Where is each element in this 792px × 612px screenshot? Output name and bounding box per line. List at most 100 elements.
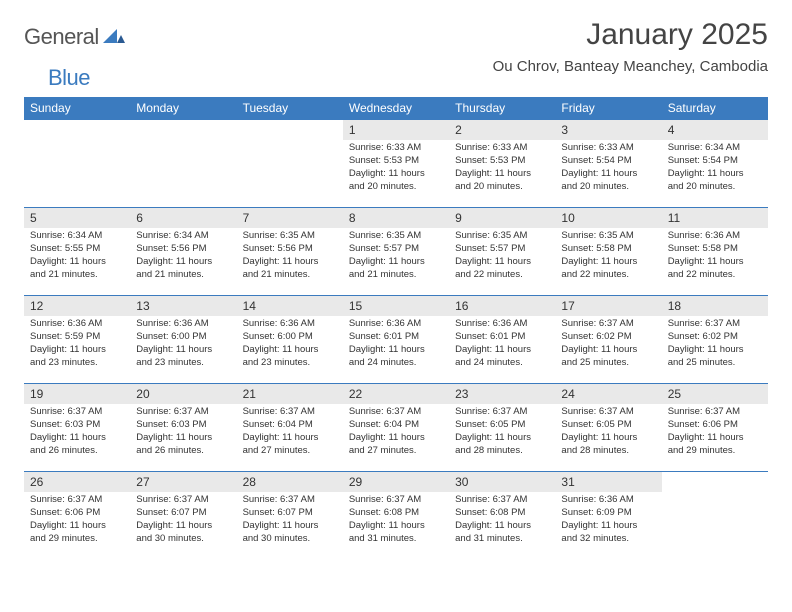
day-content: Sunrise: 6:37 AMSunset: 6:03 PMDaylight:…: [24, 404, 130, 461]
title-block: January 2025 Ou Chrov, Banteay Meanchey,…: [493, 18, 768, 75]
calendar-day-cell: 30Sunrise: 6:37 AMSunset: 6:08 PMDayligh…: [449, 472, 555, 560]
day-content: Sunrise: 6:37 AMSunset: 6:04 PMDaylight:…: [237, 404, 343, 461]
day-number: 18: [662, 296, 768, 316]
day-content: Sunrise: 6:33 AMSunset: 5:53 PMDaylight:…: [449, 140, 555, 197]
day-content: Sunrise: 6:37 AMSunset: 6:06 PMDaylight:…: [24, 492, 130, 549]
day-content: Sunrise: 6:37 AMSunset: 6:04 PMDaylight:…: [343, 404, 449, 461]
calendar-day-cell: 18Sunrise: 6:37 AMSunset: 6:02 PMDayligh…: [662, 296, 768, 384]
logo: General: [24, 18, 127, 50]
calendar-day-cell: 6Sunrise: 6:34 AMSunset: 5:56 PMDaylight…: [130, 208, 236, 296]
day-content: Sunrise: 6:37 AMSunset: 6:03 PMDaylight:…: [130, 404, 236, 461]
day-number: 3: [555, 120, 661, 140]
logo-text-blue: Blue: [48, 65, 90, 91]
day-number: 6: [130, 208, 236, 228]
calendar-day-cell: 13Sunrise: 6:36 AMSunset: 6:00 PMDayligh…: [130, 296, 236, 384]
day-content: Sunrise: 6:37 AMSunset: 6:07 PMDaylight:…: [130, 492, 236, 549]
calendar-day-cell: 9Sunrise: 6:35 AMSunset: 5:57 PMDaylight…: [449, 208, 555, 296]
day-content: Sunrise: 6:37 AMSunset: 6:08 PMDaylight:…: [449, 492, 555, 549]
day-number: 29: [343, 472, 449, 492]
day-number: 17: [555, 296, 661, 316]
day-content: Sunrise: 6:36 AMSunset: 6:01 PMDaylight:…: [449, 316, 555, 373]
calendar-empty-cell: [237, 120, 343, 208]
calendar-week-row: 1Sunrise: 6:33 AMSunset: 5:53 PMDaylight…: [24, 120, 768, 208]
day-number: 24: [555, 384, 661, 404]
calendar-empty-cell: [662, 472, 768, 560]
calendar-day-cell: 26Sunrise: 6:37 AMSunset: 6:06 PMDayligh…: [24, 472, 130, 560]
calendar-day-cell: 20Sunrise: 6:37 AMSunset: 6:03 PMDayligh…: [130, 384, 236, 472]
month-title: January 2025: [493, 18, 768, 52]
calendar-table: SundayMondayTuesdayWednesdayThursdayFrid…: [24, 97, 768, 560]
day-content: Sunrise: 6:37 AMSunset: 6:02 PMDaylight:…: [555, 316, 661, 373]
calendar-empty-cell: [130, 120, 236, 208]
calendar-week-row: 26Sunrise: 6:37 AMSunset: 6:06 PMDayligh…: [24, 472, 768, 560]
calendar-day-cell: 24Sunrise: 6:37 AMSunset: 6:05 PMDayligh…: [555, 384, 661, 472]
day-content: Sunrise: 6:37 AMSunset: 6:05 PMDaylight:…: [449, 404, 555, 461]
day-number: 14: [237, 296, 343, 316]
day-number: 30: [449, 472, 555, 492]
day-content: Sunrise: 6:36 AMSunset: 6:00 PMDaylight:…: [237, 316, 343, 373]
day-number: 31: [555, 472, 661, 492]
calendar-day-cell: 10Sunrise: 6:35 AMSunset: 5:58 PMDayligh…: [555, 208, 661, 296]
day-number: 13: [130, 296, 236, 316]
day-content: Sunrise: 6:34 AMSunset: 5:56 PMDaylight:…: [130, 228, 236, 285]
day-number: 22: [343, 384, 449, 404]
calendar-week-row: 5Sunrise: 6:34 AMSunset: 5:55 PMDaylight…: [24, 208, 768, 296]
day-number: 11: [662, 208, 768, 228]
day-content: Sunrise: 6:37 AMSunset: 6:08 PMDaylight:…: [343, 492, 449, 549]
day-content: Sunrise: 6:37 AMSunset: 6:02 PMDaylight:…: [662, 316, 768, 373]
weekday-header: Friday: [555, 97, 661, 120]
calendar-empty-cell: [24, 120, 130, 208]
day-number: 16: [449, 296, 555, 316]
day-content: Sunrise: 6:34 AMSunset: 5:54 PMDaylight:…: [662, 140, 768, 197]
day-content: Sunrise: 6:36 AMSunset: 6:01 PMDaylight:…: [343, 316, 449, 373]
calendar-day-cell: 16Sunrise: 6:36 AMSunset: 6:01 PMDayligh…: [449, 296, 555, 384]
calendar-day-cell: 19Sunrise: 6:37 AMSunset: 6:03 PMDayligh…: [24, 384, 130, 472]
day-content: Sunrise: 6:35 AMSunset: 5:56 PMDaylight:…: [237, 228, 343, 285]
calendar-day-cell: 29Sunrise: 6:37 AMSunset: 6:08 PMDayligh…: [343, 472, 449, 560]
day-content: Sunrise: 6:33 AMSunset: 5:53 PMDaylight:…: [343, 140, 449, 197]
calendar-week-row: 12Sunrise: 6:36 AMSunset: 5:59 PMDayligh…: [24, 296, 768, 384]
day-content: Sunrise: 6:37 AMSunset: 6:07 PMDaylight:…: [237, 492, 343, 549]
calendar-day-cell: 15Sunrise: 6:36 AMSunset: 6:01 PMDayligh…: [343, 296, 449, 384]
calendar-body: 1Sunrise: 6:33 AMSunset: 5:53 PMDaylight…: [24, 120, 768, 560]
calendar-day-cell: 28Sunrise: 6:37 AMSunset: 6:07 PMDayligh…: [237, 472, 343, 560]
day-number: 25: [662, 384, 768, 404]
day-content: Sunrise: 6:36 AMSunset: 5:58 PMDaylight:…: [662, 228, 768, 285]
calendar-day-cell: 14Sunrise: 6:36 AMSunset: 6:00 PMDayligh…: [237, 296, 343, 384]
day-content: Sunrise: 6:36 AMSunset: 6:09 PMDaylight:…: [555, 492, 661, 549]
day-number: 21: [237, 384, 343, 404]
calendar-day-cell: 5Sunrise: 6:34 AMSunset: 5:55 PMDaylight…: [24, 208, 130, 296]
day-number: 7: [237, 208, 343, 228]
calendar-day-cell: 1Sunrise: 6:33 AMSunset: 5:53 PMDaylight…: [343, 120, 449, 208]
weekday-header: Thursday: [449, 97, 555, 120]
day-number: 19: [24, 384, 130, 404]
weekday-header: Monday: [130, 97, 236, 120]
day-content: Sunrise: 6:36 AMSunset: 6:00 PMDaylight:…: [130, 316, 236, 373]
calendar-day-cell: 4Sunrise: 6:34 AMSunset: 5:54 PMDaylight…: [662, 120, 768, 208]
day-number: 10: [555, 208, 661, 228]
day-content: Sunrise: 6:37 AMSunset: 6:06 PMDaylight:…: [662, 404, 768, 461]
day-number: 28: [237, 472, 343, 492]
day-content: Sunrise: 6:33 AMSunset: 5:54 PMDaylight:…: [555, 140, 661, 197]
day-content: Sunrise: 6:35 AMSunset: 5:57 PMDaylight:…: [449, 228, 555, 285]
day-content: Sunrise: 6:34 AMSunset: 5:55 PMDaylight:…: [24, 228, 130, 285]
day-number: 1: [343, 120, 449, 140]
day-number: 12: [24, 296, 130, 316]
calendar-day-cell: 3Sunrise: 6:33 AMSunset: 5:54 PMDaylight…: [555, 120, 661, 208]
calendar-week-row: 19Sunrise: 6:37 AMSunset: 6:03 PMDayligh…: [24, 384, 768, 472]
weekday-header: Saturday: [662, 97, 768, 120]
day-number: 23: [449, 384, 555, 404]
calendar-day-cell: 31Sunrise: 6:36 AMSunset: 6:09 PMDayligh…: [555, 472, 661, 560]
calendar-day-cell: 21Sunrise: 6:37 AMSunset: 6:04 PMDayligh…: [237, 384, 343, 472]
weekday-header: Tuesday: [237, 97, 343, 120]
day-number: 27: [130, 472, 236, 492]
calendar-day-cell: 2Sunrise: 6:33 AMSunset: 5:53 PMDaylight…: [449, 120, 555, 208]
day-number: 20: [130, 384, 236, 404]
logo-text-general: General: [24, 24, 99, 50]
calendar-day-cell: 11Sunrise: 6:36 AMSunset: 5:58 PMDayligh…: [662, 208, 768, 296]
day-content: Sunrise: 6:35 AMSunset: 5:58 PMDaylight:…: [555, 228, 661, 285]
calendar-day-cell: 23Sunrise: 6:37 AMSunset: 6:05 PMDayligh…: [449, 384, 555, 472]
calendar-day-cell: 7Sunrise: 6:35 AMSunset: 5:56 PMDaylight…: [237, 208, 343, 296]
day-number: 9: [449, 208, 555, 228]
weekday-header: Wednesday: [343, 97, 449, 120]
